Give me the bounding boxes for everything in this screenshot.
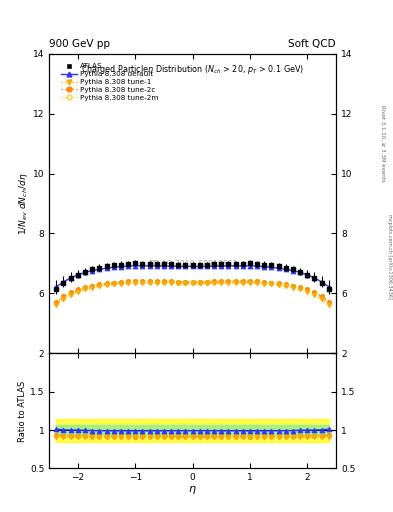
Text: 900 GeV pp: 900 GeV pp [49, 38, 110, 49]
Text: Soft QCD: Soft QCD [288, 38, 336, 49]
Y-axis label: Ratio to ATLAS: Ratio to ATLAS [18, 380, 27, 441]
Text: mcplots.cern.ch [arXiv:1306.3436]: mcplots.cern.ch [arXiv:1306.3436] [387, 214, 392, 298]
Y-axis label: $1/N_{ev}$ $dN_{ch}/d\eta$: $1/N_{ev}$ $dN_{ch}/d\eta$ [17, 172, 30, 235]
Text: Charged Particle$\eta$ Distribution ($N_{ch}$ > 20, $p_T$ > 0.1 GeV): Charged Particle$\eta$ Distribution ($N_… [81, 63, 304, 76]
Text: Rivet 3.1.10, ≥ 3.3M events: Rivet 3.1.10, ≥ 3.3M events [381, 105, 386, 182]
X-axis label: $\eta$: $\eta$ [188, 484, 197, 496]
Legend: ATLAS, Pythia 8.308 default, Pythia 8.308 tune-1, Pythia 8.308 tune-2c, Pythia 8: ATLAS, Pythia 8.308 default, Pythia 8.30… [61, 63, 158, 101]
Text: ATLAS_2010_S8918562: ATLAS_2010_S8918562 [147, 259, 238, 268]
